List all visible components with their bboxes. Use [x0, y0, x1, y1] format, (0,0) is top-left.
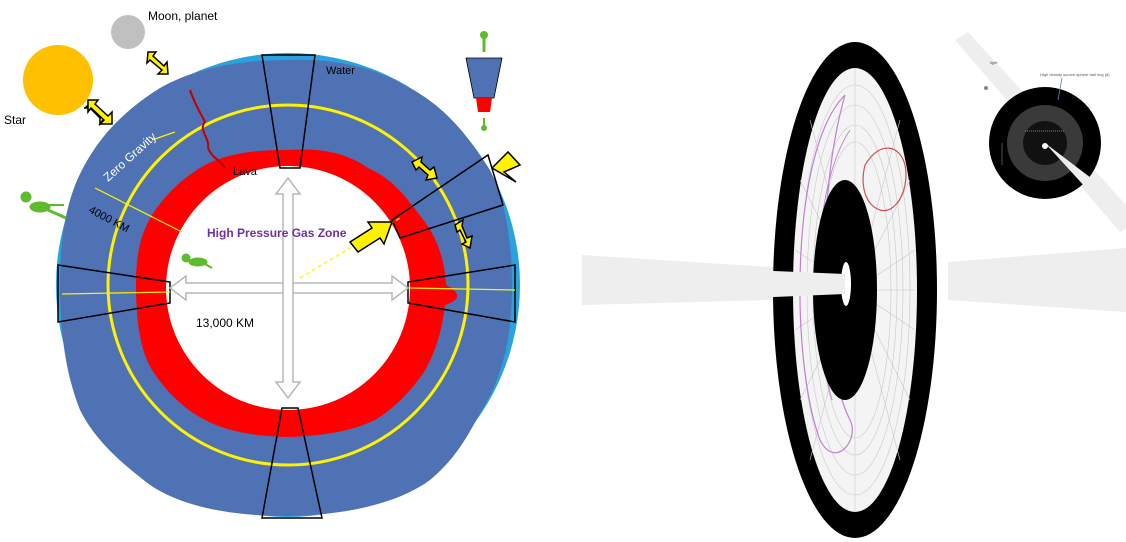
wedge-right [407, 264, 516, 323]
person-figures [20, 191, 213, 269]
inner-hole [841, 262, 851, 306]
wedge-top [261, 54, 316, 169]
inset-light-label: light [990, 60, 998, 65]
star-label: Star [4, 113, 26, 127]
force-arrows [84, 51, 522, 253]
column-illustration [465, 31, 503, 131]
inset-source-label: High density source sphere ball ring (d) [1040, 72, 1110, 77]
zero-gravity-ring [106, 103, 470, 467]
star-icon [23, 45, 93, 115]
lava-label: Lava [233, 166, 258, 178]
wedge-bottom [261, 407, 323, 519]
diameter-label: 13,000 KM [196, 316, 254, 330]
inset-diagram: light High density source sphere ball ri… [955, 32, 1126, 232]
person-left-icon [20, 191, 67, 220]
person-core-icon [181, 253, 213, 269]
moon-icon [111, 15, 145, 49]
beam-shaft [750, 270, 845, 298]
moon-label: Moon, planet [148, 9, 218, 23]
sector-wedges [57, 54, 516, 519]
red-curve [862, 147, 907, 212]
ring-disc-diagram: light High density source sphere ball ri… [582, 32, 1126, 538]
wedge-left [57, 264, 171, 323]
hollow-planet-diagram: Moon, planet Star Water Zero Gravity Lav… [4, 9, 522, 519]
water-label: Water [326, 65, 355, 77]
beam-right [948, 248, 1126, 312]
diameter-arrows [168, 176, 410, 400]
crust-crack [189, 89, 226, 169]
dimension-lines [61, 131, 516, 295]
core-label: High Pressure Gas Zone [207, 226, 347, 240]
wedge-upper-right [391, 153, 504, 239]
